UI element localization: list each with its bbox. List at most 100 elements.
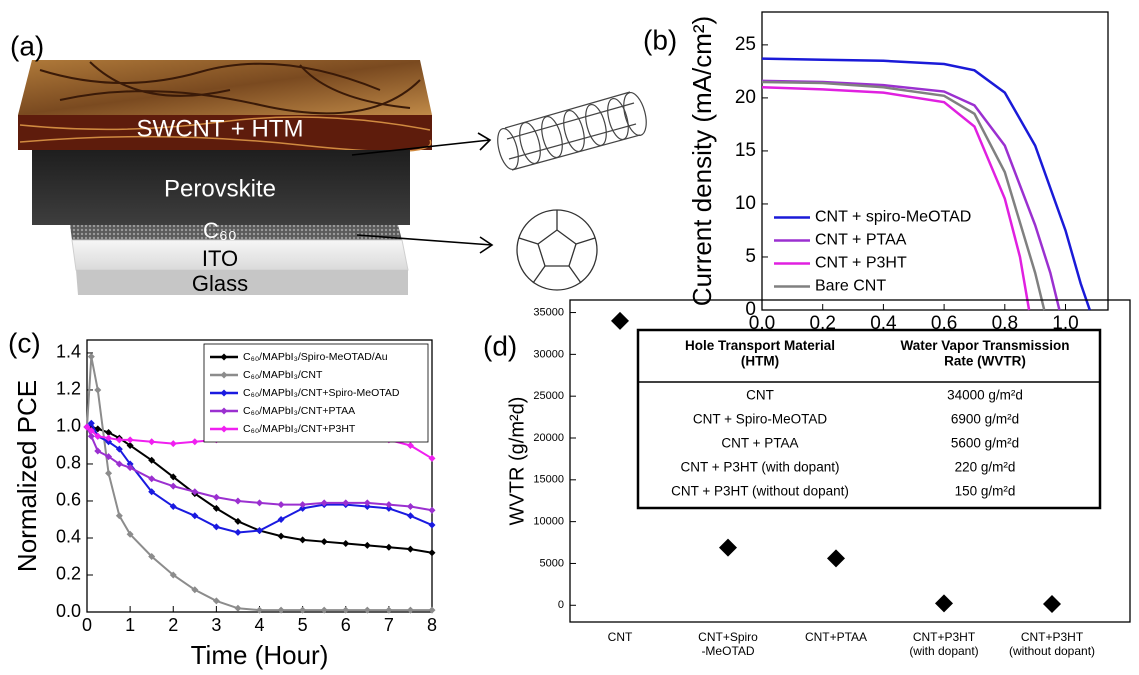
x-tick-label: 2 xyxy=(168,615,178,635)
point-marker xyxy=(385,501,392,508)
point-marker xyxy=(385,544,392,551)
y-tick-label: 10000 xyxy=(533,516,564,528)
point-marker xyxy=(191,512,198,519)
point-marker xyxy=(407,512,414,519)
swcnt-top-face xyxy=(18,60,432,115)
x-tick-label: 7 xyxy=(384,615,394,635)
table-cell: 150 g/m²d xyxy=(955,484,1016,499)
point-marker xyxy=(1043,595,1061,613)
point-marker xyxy=(429,507,436,514)
legend-label: CNT + P3HT xyxy=(815,255,907,272)
legend-label: CNT + spiro-MeOTAD xyxy=(815,209,971,226)
y-axis-title: Current density (mA/cm²) xyxy=(687,16,717,306)
table-cell: 5600 g/m²d xyxy=(951,436,1019,451)
point-marker xyxy=(213,494,220,501)
x-tick-label: CNT+Spiro-MeOTAD xyxy=(698,630,758,658)
panel-label: (c) xyxy=(8,327,41,358)
y-tick-label: 5000 xyxy=(540,557,564,569)
point-marker xyxy=(170,483,177,490)
x-tick-label: 0 xyxy=(82,615,92,635)
x-tick-label: 5 xyxy=(298,615,308,635)
point-marker xyxy=(407,546,414,553)
figure: (a) SWCNT + HTM Perovskite C₆₀ ITO Glass… xyxy=(0,0,1139,675)
y-tick-label: 25 xyxy=(735,34,756,55)
y-tick-label: 15000 xyxy=(533,474,564,486)
point-marker xyxy=(234,529,241,536)
table-cell: 220 g/m²d xyxy=(955,460,1016,475)
point-marker xyxy=(429,522,436,529)
x-tick-label: CNT+P3HT(without dopant) xyxy=(1009,630,1095,658)
point-marker xyxy=(127,464,134,471)
y-tick-label: 25000 xyxy=(533,390,564,402)
y-tick-label: 35000 xyxy=(533,306,564,318)
series-line xyxy=(762,81,1059,310)
point-marker xyxy=(256,527,263,534)
y-tick-label: 0.6 xyxy=(56,490,81,510)
point-marker xyxy=(278,516,285,523)
point-marker xyxy=(234,605,241,612)
x-tick-label: 3 xyxy=(211,615,221,635)
table-cell: CNT + PTAA xyxy=(721,436,798,451)
series-line xyxy=(762,87,1029,310)
ito-layer xyxy=(72,240,408,270)
point-marker xyxy=(170,440,177,447)
panel-label: (a) xyxy=(10,30,44,61)
legend-label: C₆₀/MAPbI₃/CNT xyxy=(243,369,323,381)
point-marker xyxy=(935,594,953,612)
point-marker xyxy=(256,499,263,506)
point-marker xyxy=(299,536,306,543)
table-cell: CNT + P3HT (without dopant) xyxy=(671,484,849,499)
x-tick-label: CNT+PTAA xyxy=(805,630,867,644)
table-cell: CNT xyxy=(746,388,774,403)
table-cell: CNT + P3HT (with dopant) xyxy=(681,460,840,475)
layer-label: ITO xyxy=(202,246,238,271)
point-marker xyxy=(148,438,155,445)
panel-label: (b) xyxy=(643,24,677,55)
point-marker xyxy=(321,538,328,545)
y-tick-label: 1.2 xyxy=(56,379,81,399)
point-marker xyxy=(719,539,737,557)
y-tick-label: 30000 xyxy=(533,348,564,360)
point-marker xyxy=(611,312,629,330)
legend-label: CNT + PTAA xyxy=(815,232,907,249)
point-marker xyxy=(364,542,371,549)
point-marker xyxy=(127,436,134,443)
y-tick-label: 5 xyxy=(745,246,756,267)
x-tick-label: 4 xyxy=(254,615,264,635)
series-line xyxy=(762,82,1044,310)
point-marker xyxy=(407,503,414,510)
legend-label: C₆₀/MAPbI₃/CNT+P3HT xyxy=(243,423,356,435)
point-marker xyxy=(148,475,155,482)
point-marker xyxy=(94,448,101,455)
legend-label: Bare CNT xyxy=(815,278,886,295)
device-stack: (a) SWCNT + HTM Perovskite C₆₀ ITO Glass xyxy=(10,30,432,295)
panel-label: (d) xyxy=(483,330,517,361)
y-tick-label: 1.0 xyxy=(56,416,81,436)
table-cell: 34000 g/m²d xyxy=(947,388,1023,403)
y-tick-label: 0.4 xyxy=(56,527,81,547)
point-marker xyxy=(278,501,285,508)
point-marker xyxy=(827,549,845,567)
y-tick-label: 20000 xyxy=(533,432,564,444)
point-marker xyxy=(364,499,371,506)
layer-label: SWCNT + HTM xyxy=(137,115,304,142)
x-tick-label: 1 xyxy=(125,615,135,635)
y-tick-label: 20 xyxy=(735,87,756,108)
legend-label: C₆₀/MAPbI₃/CNT+Spiro-MeOTAD xyxy=(243,387,400,399)
y-tick-label: 0.0 xyxy=(56,601,81,621)
point-marker xyxy=(429,549,436,556)
layer-label: Perovskite xyxy=(164,175,276,202)
layer-label: C₆₀ xyxy=(203,218,237,243)
series-line xyxy=(762,59,1090,310)
plot-frame xyxy=(762,12,1108,310)
y-tick-label: 10 xyxy=(735,193,756,214)
point-marker xyxy=(191,438,198,445)
y-axis-title: Normalized PCE xyxy=(12,380,42,572)
y-tick-label: 15 xyxy=(735,140,756,161)
point-marker xyxy=(234,497,241,504)
layer-label: Glass xyxy=(192,271,248,296)
point-marker xyxy=(105,470,112,477)
x-tick-label: 8 xyxy=(427,615,437,635)
x-tick-label: 6 xyxy=(341,615,351,635)
nanotube xyxy=(494,90,650,171)
